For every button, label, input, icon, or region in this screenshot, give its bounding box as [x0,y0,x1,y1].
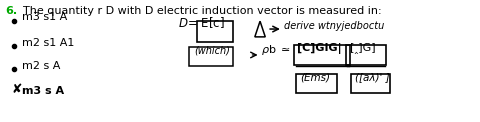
Text: (which): (which) [194,46,230,56]
Text: m3 s1 A: m3 s1 A [22,12,67,22]
Text: $\mathit{D}$= E[c]: $\mathit{D}$= E[c] [179,15,225,30]
Text: [‸]G]: [‸]G] [350,43,376,54]
Text: 6.: 6. [5,5,18,15]
Text: [C]GIG|: [C]GIG| [298,43,342,54]
Text: m2 s A: m2 s A [22,61,60,71]
Text: ([aλ)' ]: ([aλ)' ] [355,72,390,82]
Text: (Ems): (Ems) [300,72,330,82]
Text: derive wtnyjedboctu: derive wtnyjedboctu [284,21,384,31]
Text: m3 s A: m3 s A [22,86,64,96]
Text: m2 s1 A1: m2 s1 A1 [22,38,74,48]
Text: $\rho$b $\simeq$: $\rho$b $\simeq$ [262,43,291,57]
Text: ✘: ✘ [12,83,22,96]
Text: The quantity r D with D electric induction vector is measured in:: The quantity r D with D electric inducti… [24,5,382,15]
